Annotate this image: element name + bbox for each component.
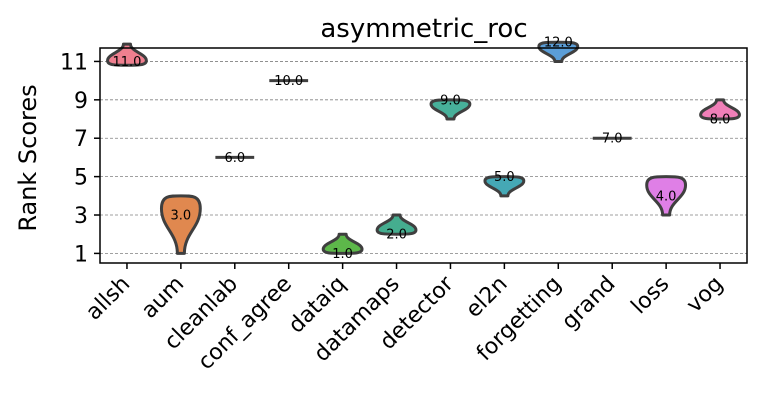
violins (106, 40, 741, 255)
violin-detector (429, 98, 472, 121)
x-tick-label: grand (557, 272, 620, 335)
violin-allsh (106, 42, 148, 67)
y-tick-label: 3 (74, 204, 88, 229)
violin-forgetting (537, 40, 580, 63)
x-tick-label: loss (627, 272, 675, 320)
y-axis-label: Rank Scores (14, 84, 42, 231)
data-labels: 11.0 3.0 6.0 10.0 1.0 2.0 9.0 5.0 12.0 7.0 4.0 8.0 (112, 36, 730, 262)
chart-title: asymmetric_roc (320, 14, 527, 44)
y-tick-label: 1 (74, 242, 88, 267)
y-axis-ticks: 1 3 5 7 9 11 (60, 50, 100, 267)
data-label-cleanlab: 6.0 (224, 151, 245, 166)
x-tick-label: vog (682, 272, 728, 318)
median-lines (215, 79, 632, 159)
data-label-aum: 3.0 (171, 209, 192, 224)
data-label-vog: 8.0 (710, 113, 731, 128)
x-tick-label: allsh (81, 272, 135, 326)
violin-dataiq (321, 232, 364, 255)
x-axis-ticks: allsh aumcleanlabconf_agreedataiqdatamaps… (81, 263, 728, 375)
y-tick-label: 5 (74, 166, 88, 191)
data-label-forgetting: 12.0 (544, 36, 573, 51)
data-label-grand: 7.0 (602, 132, 623, 147)
data-label-allsh: 11.0 (112, 55, 141, 70)
y-tick-label: 9 (74, 89, 88, 114)
data-label-el2n: 5.0 (494, 170, 515, 185)
data-label-conf_agree: 10.0 (274, 74, 303, 89)
grid-lines (100, 61, 747, 254)
data-label-detector: 9.0 (440, 93, 461, 108)
data-label-datamaps: 2.0 (386, 228, 407, 243)
plot-frame (99, 47, 748, 264)
data-label-dataiq: 1.0 (332, 247, 353, 262)
violin-aum (159, 194, 202, 255)
data-label-loss: 4.0 (656, 189, 677, 204)
y-tick-label: 7 (74, 127, 88, 152)
violin-datamaps (375, 213, 418, 236)
violin-el2n (483, 175, 526, 198)
violin-loss (645, 175, 688, 217)
y-tick-label: 11 (60, 50, 88, 75)
violin-vog (699, 98, 741, 121)
